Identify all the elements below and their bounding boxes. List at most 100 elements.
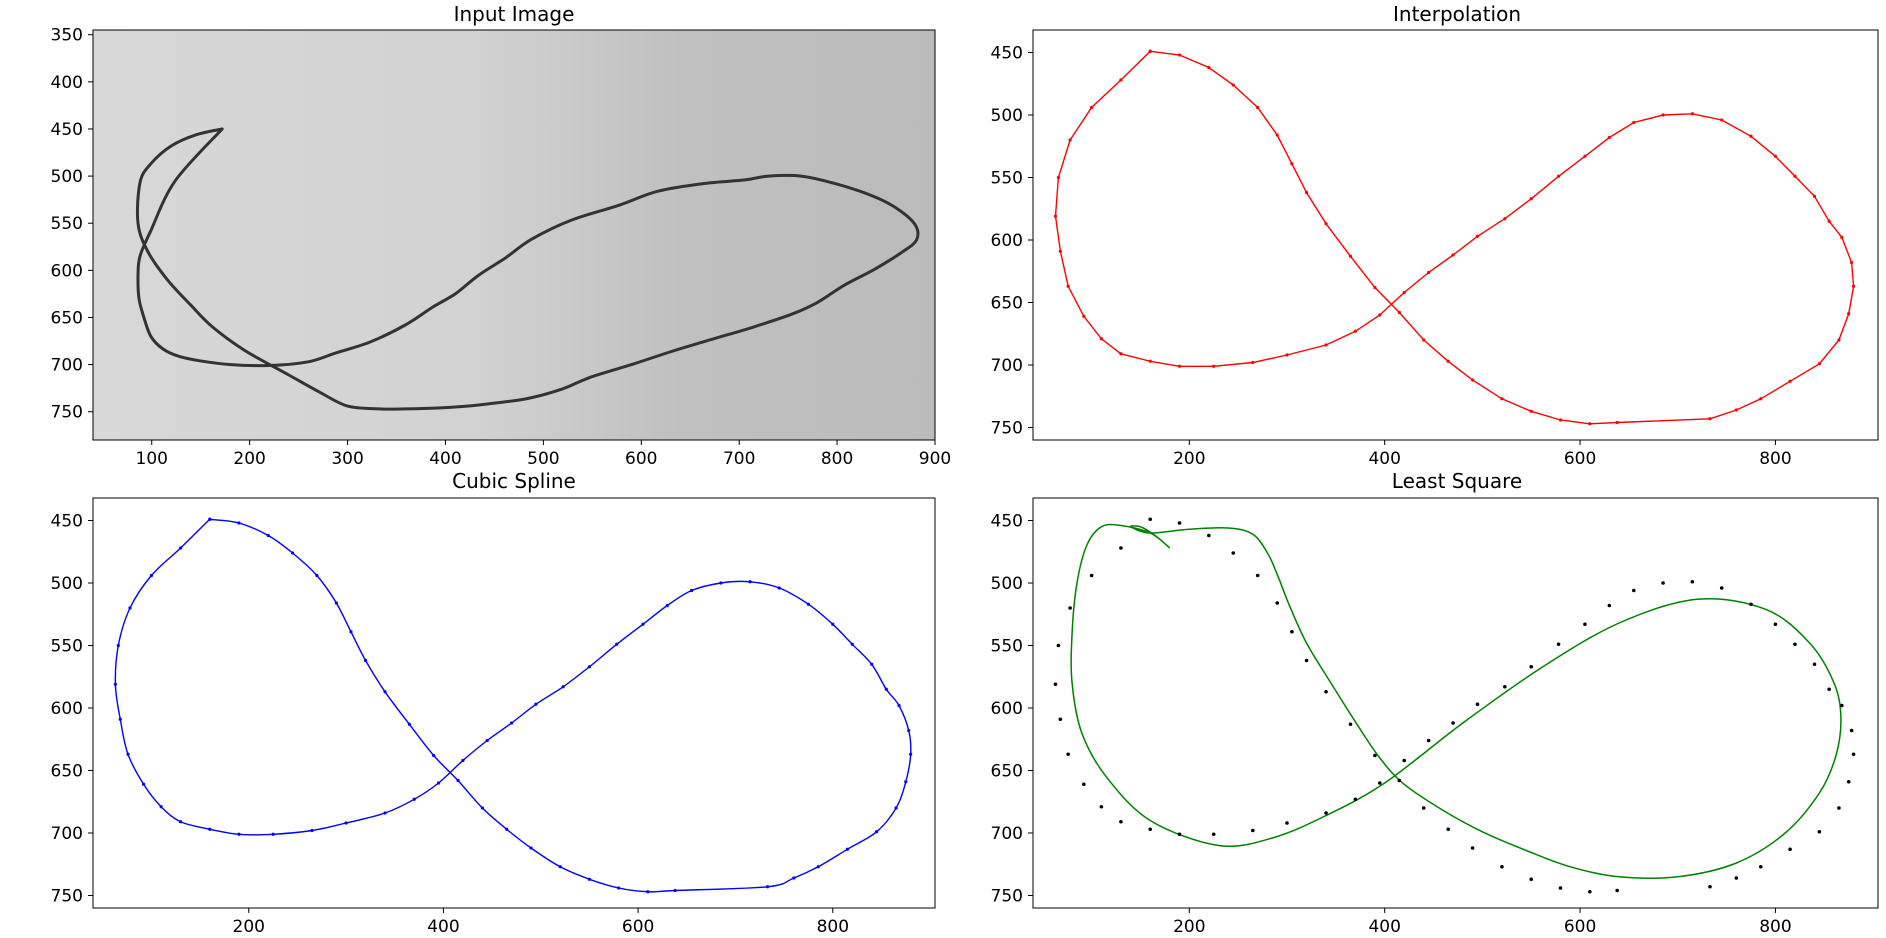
sample-point [1324, 689, 1328, 694]
spline-point [816, 865, 820, 869]
panel-interpolation: Interpolation 200 400 600 800 450 500 550 600 6… [991, 2, 1879, 469]
sample-point [1846, 779, 1851, 784]
spline-point [641, 622, 645, 626]
y-tick-label: 500 [51, 167, 83, 187]
x-tick-label: 400 [1368, 449, 1400, 469]
spline-point [529, 846, 533, 850]
interpolation-point [1066, 284, 1070, 288]
interpolation-point [1053, 214, 1058, 218]
interpolation-point [1231, 83, 1235, 87]
sample-point [1788, 847, 1792, 852]
spline-point [383, 811, 387, 815]
sample-point [1177, 521, 1182, 525]
spline-point [383, 690, 387, 694]
x-tick-label: 600 [1564, 449, 1596, 469]
spline-point [534, 702, 538, 706]
y-tick-label: 650 [51, 762, 83, 782]
plot-area [1053, 49, 1856, 426]
y-tick-label: 600 [991, 699, 1023, 719]
interpolation-point [1119, 78, 1123, 82]
sample-point [1529, 664, 1534, 669]
sample-point [1207, 533, 1211, 538]
interpolation-point [1397, 310, 1401, 315]
sample-point [1324, 811, 1328, 815]
y-tick-label: 750 [51, 403, 83, 423]
interpolation-point [1427, 270, 1431, 275]
spline-point [806, 602, 811, 606]
sample-point [1148, 827, 1153, 832]
spline-point [558, 865, 562, 869]
interpolation-point [1475, 234, 1480, 238]
interpolation-point [1851, 284, 1856, 288]
sample-point [1773, 622, 1778, 627]
x-tick-label: 400 [1368, 917, 1400, 937]
spline-point [344, 821, 348, 825]
interpolation-point [1068, 138, 1072, 142]
sample-point [1500, 864, 1504, 869]
y-axis: 450 500 550 600 650 700 750 [991, 512, 1033, 907]
axes-background [1033, 30, 1878, 440]
axes-frame [1032, 497, 1879, 909]
sample-point [1827, 687, 1831, 692]
spline-point [646, 890, 650, 894]
spline-point [617, 886, 621, 890]
interpolation-point [1503, 217, 1507, 221]
interpolation-point [1324, 343, 1328, 347]
sample-point [1304, 658, 1309, 663]
interpolation-point [1119, 352, 1123, 356]
spline-point [850, 642, 854, 646]
sample-point [1119, 819, 1123, 824]
spline-point [334, 601, 338, 605]
sample-point [1758, 864, 1763, 869]
x-tick-label: 400 [429, 449, 461, 469]
y-tick-label: 450 [991, 44, 1023, 64]
sample-point [1708, 884, 1712, 889]
interpolation-point [1607, 135, 1611, 140]
interpolation-point [1402, 290, 1406, 295]
spline-point [907, 728, 911, 733]
x-tick-label: 400 [427, 917, 459, 937]
sample-point [1053, 682, 1058, 687]
y-tick-label: 550 [51, 214, 83, 234]
sample-point [1475, 702, 1480, 707]
spline-point [118, 717, 122, 721]
interpolation-point [1734, 408, 1738, 412]
interpolation-point [1827, 219, 1831, 223]
y-tick-label: 500 [991, 106, 1023, 126]
y-axis: 450 500 550 600 650 700 750 [51, 512, 93, 907]
sample-point [1470, 846, 1475, 850]
spline-point [237, 521, 241, 525]
x-axis: 200 400 600 800 [1173, 440, 1792, 469]
sample-point [1817, 829, 1822, 834]
photo-background [93, 30, 935, 440]
spline-point [290, 551, 295, 555]
spline-point [149, 573, 154, 578]
interpolation-point [1148, 49, 1152, 53]
x-tick-label: 800 [1759, 449, 1791, 469]
interpolation-point [1583, 154, 1587, 158]
spline-point [480, 806, 484, 810]
y-tick-label: 650 [51, 308, 83, 328]
interpolation-point [1837, 338, 1841, 342]
sample-point [1373, 753, 1377, 758]
interpolation-point [1251, 360, 1255, 365]
plot-area [113, 517, 913, 894]
sample-point [1056, 643, 1061, 648]
spline-point [909, 752, 913, 756]
sample-point [1615, 888, 1619, 893]
spline-point [673, 888, 677, 893]
y-tick-label: 600 [51, 699, 83, 719]
interpolation-point [1690, 112, 1694, 116]
interpolation-point [1529, 409, 1533, 413]
sample-point [1231, 551, 1236, 555]
sample-point [1840, 703, 1844, 708]
x-axis: 200 400 600 800 [233, 908, 849, 937]
plot-area [135, 127, 920, 411]
sample-point [1353, 797, 1358, 802]
interpolation-point [1148, 359, 1152, 363]
spline-point [407, 722, 411, 726]
interpolation-point [1177, 364, 1182, 368]
y-tick-label: 450 [991, 512, 1023, 532]
interpolation-point [1324, 222, 1328, 226]
